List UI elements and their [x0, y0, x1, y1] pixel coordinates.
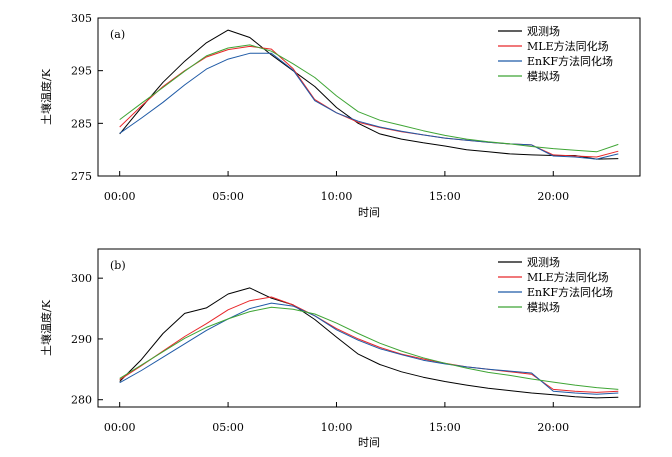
- y-tick-label: 275: [71, 170, 92, 183]
- x-tick-label: 15:00: [429, 190, 461, 203]
- y-tick-label: 290: [71, 333, 92, 346]
- series-line-2: [119, 296, 619, 393]
- y-tick-label: 280: [71, 394, 92, 407]
- series-line-1: [119, 29, 619, 160]
- x-tick-label: 00:00: [104, 190, 136, 203]
- x-tick-label: 00:00: [104, 421, 136, 434]
- series-line-4: [119, 44, 619, 153]
- y-tick-label: 305: [71, 12, 92, 25]
- series-line-4: [119, 306, 619, 390]
- x-tick-label: 05:00: [212, 190, 244, 203]
- y-axis-label: 土壤温度/K: [39, 68, 53, 125]
- series-line-3: [119, 302, 619, 395]
- chart-panel-b: 280 290 300 00:00 05:00 10:00 15:00 20:00 时间 土壤温度…: [39, 248, 641, 449]
- panel-label: (a): [110, 28, 125, 41]
- legend-label: 模拟场: [527, 300, 560, 314]
- legend-label: MLE方法同化场: [527, 270, 609, 284]
- series-line-1: [119, 287, 619, 399]
- legend-label: 观测场: [527, 24, 560, 38]
- y-tick-label: 285: [71, 117, 92, 130]
- x-axis-label: 时间: [358, 436, 380, 449]
- y-tick-label: 300: [71, 272, 92, 285]
- x-tick-label: 20:00: [537, 190, 569, 203]
- plot-frame: [97, 248, 641, 408]
- y-axis-label: 土壤温度/K: [39, 299, 53, 356]
- legend-label: MLE方法同化场: [527, 39, 609, 53]
- x-tick-label: 05:00: [212, 421, 244, 434]
- legend-label: 模拟场: [527, 69, 560, 83]
- y-tick-label: 295: [71, 65, 92, 78]
- panel-label: (b): [110, 259, 126, 272]
- legend-label: EnKF方法同化场: [527, 54, 613, 68]
- legend-label: 观测场: [527, 255, 560, 269]
- x-tick-label: 15:00: [429, 421, 461, 434]
- chart-panel-a: 275 285 295 305 00:00 05:00 10:00 15:00 20:00 时间 土…: [39, 12, 641, 219]
- plot-frame: [97, 17, 641, 177]
- x-tick-label: 10:00: [321, 421, 353, 434]
- legend-label: EnKF方法同化场: [527, 285, 613, 299]
- x-axis-label: 时间: [358, 206, 380, 219]
- x-tick-label: 10:00: [321, 190, 353, 203]
- x-tick-label: 20:00: [537, 421, 569, 434]
